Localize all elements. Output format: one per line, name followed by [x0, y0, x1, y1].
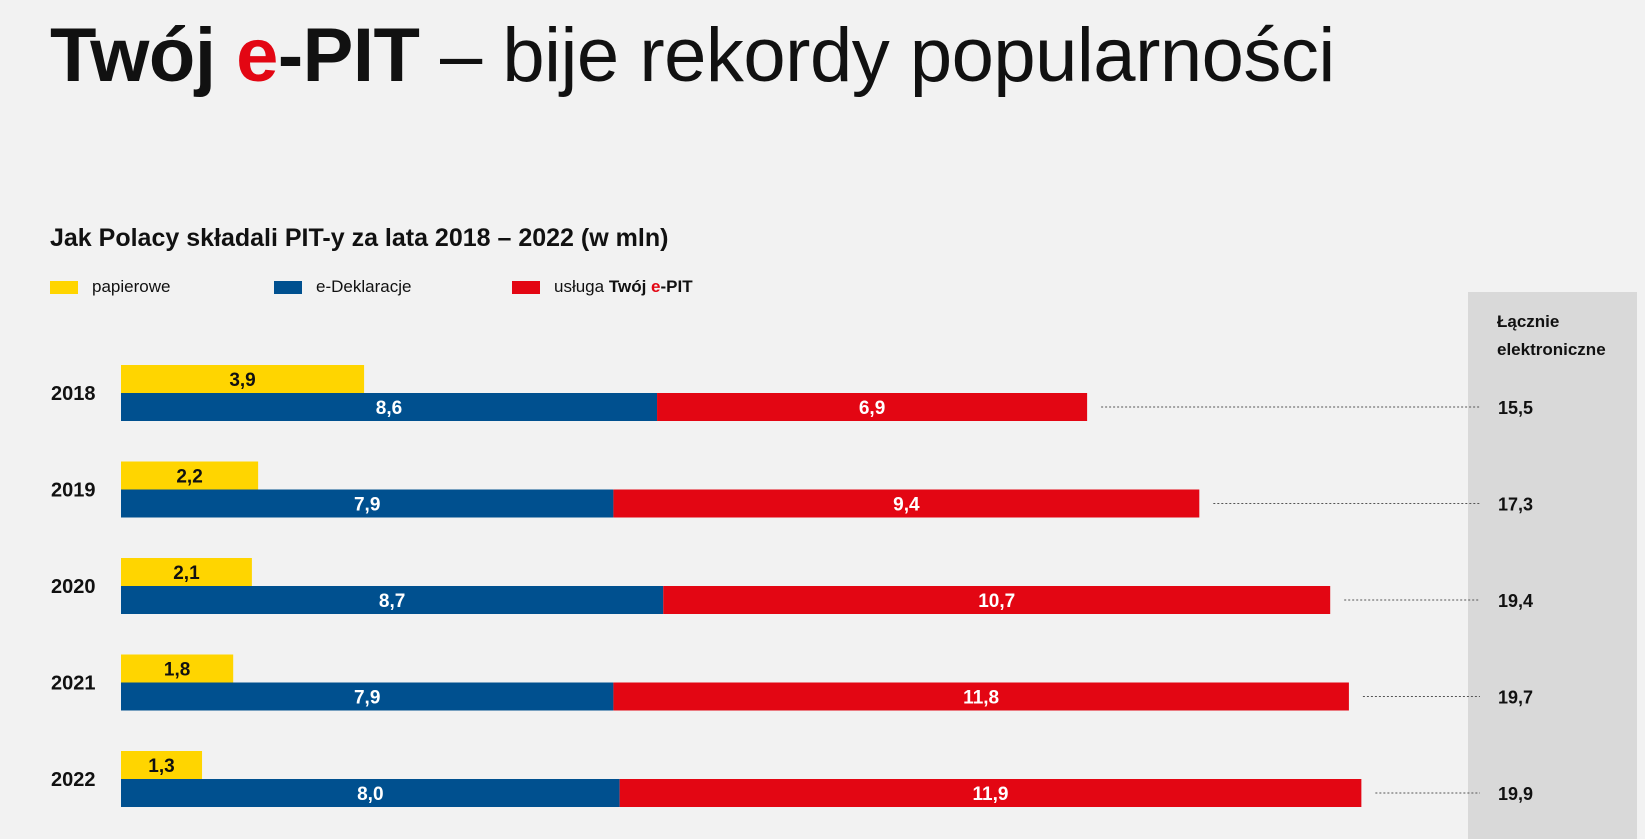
year-label-2022: 2022	[51, 769, 96, 791]
bar-label-paper-2022: 1,3	[148, 756, 174, 777]
bar-label-epit-2018: 6,9	[859, 398, 885, 419]
totals-header-line2: elektroniczne	[1497, 336, 1637, 364]
total-value-2022: 19,9	[1498, 784, 1533, 804]
totals-header: Łącznie elektroniczne	[1497, 308, 1637, 364]
bar-label-epit-2021: 11,8	[963, 688, 999, 709]
bar-label-paper-2020: 2,1	[173, 563, 200, 584]
totals-panel	[1468, 292, 1637, 839]
bar-label-epit-2020: 10,7	[978, 591, 1015, 612]
total-value-2018: 15,5	[1498, 398, 1533, 418]
bar-label-edeklaracje-2018: 8,6	[376, 398, 402, 419]
bar-label-edeklaracje-2021: 7,9	[354, 688, 380, 709]
bar-label-edeklaracje-2020: 8,7	[379, 591, 405, 612]
totals-header-line1: Łącznie	[1497, 308, 1637, 336]
bar-label-paper-2018: 3,9	[229, 370, 255, 391]
year-label-2021: 2021	[51, 673, 96, 695]
bar-label-edeklaracje-2022: 8,0	[357, 784, 383, 805]
bar-label-epit-2022: 11,9	[973, 784, 1009, 805]
year-label-2018: 2018	[51, 383, 96, 405]
year-label-2019: 2019	[51, 480, 96, 502]
bar-label-paper-2019: 2,2	[176, 467, 202, 488]
bar-label-paper-2021: 1,8	[164, 660, 190, 681]
chart-marks: 2018 3,9 8,6 6,9 15,5 2019 2,2 7,9 9,4 17,3 2020 2,…	[51, 365, 1533, 807]
total-value-2020: 19,4	[1498, 591, 1533, 611]
total-value-2019: 17,3	[1498, 495, 1533, 515]
bar-label-epit-2019: 9,4	[893, 495, 920, 516]
total-value-2021: 19,7	[1498, 688, 1533, 708]
year-label-2020: 2020	[51, 576, 96, 598]
bar-label-edeklaracje-2019: 7,9	[354, 495, 380, 516]
bar-chart: 2018 3,9 8,6 6,9 15,5 2019 2,2 7,9 9,4 17,3 2020 2,…	[0, 0, 1645, 839]
